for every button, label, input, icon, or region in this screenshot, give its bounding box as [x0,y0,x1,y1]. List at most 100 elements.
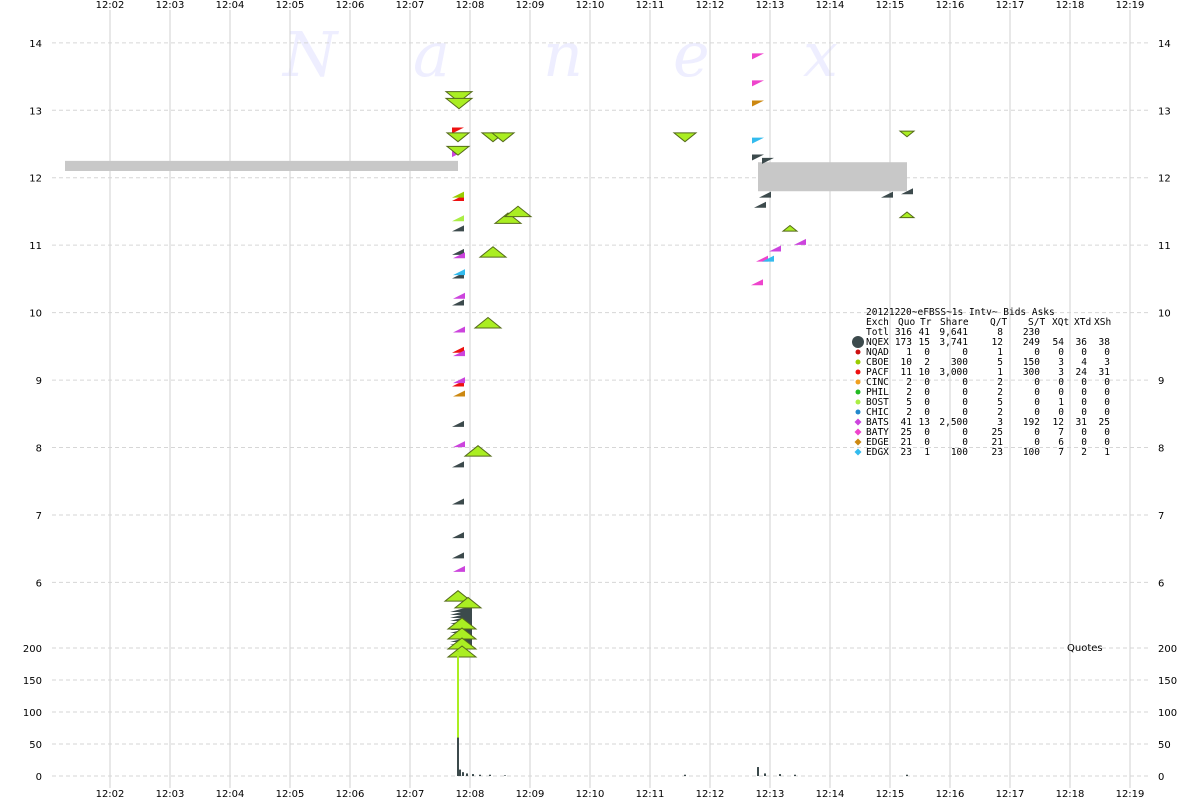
legend-cell: 100 [951,447,968,458]
legend-cell: 3 [1058,367,1064,378]
ask-quote-marker [752,80,764,87]
legend-cell: 0 [1034,407,1040,418]
legend-cell: 8 [997,327,1003,338]
legend-cell: 12 [992,337,1003,348]
bid-quote-marker [452,498,464,505]
x-tick-label-top: 12:10 [576,0,605,11]
legend-cell: BOST [866,397,889,408]
legend-cell: 15 [919,337,930,348]
trade-marker [503,205,533,218]
legend-marker [855,389,861,395]
volume-bar [779,774,781,776]
legend-cell: 36 [1076,337,1088,348]
x-tick-label-top: 12:07 [396,0,425,11]
legend-column-header: XQt [1052,317,1069,328]
volume-tick-label-right: 0 [1158,772,1164,783]
legend-column-header: S/T [1028,317,1045,328]
bid-quote-marker [452,461,464,468]
x-tick-label-bottom: 12:11 [636,789,665,800]
price-tick-label-right: 13 [1158,106,1171,117]
legend-cell: BATY [866,427,889,438]
legend-cell: 3 [997,417,1003,428]
price-tick-label-right: 6 [1158,578,1164,589]
bid-quote-marker [453,441,465,448]
volume-bar [906,774,908,776]
legend-cell: 0 [1058,407,1064,418]
ask-quote-marker [452,127,464,134]
volume-bar [684,774,686,776]
legend-cell: 38 [1099,337,1111,348]
legend-cell: 1 [997,367,1003,378]
x-tick-label-bottom: 12:06 [336,789,365,800]
legend-cell: NQEX [866,337,889,348]
legend-marker [855,359,861,365]
legend-cell: CBOE [866,357,889,368]
trade-marker [493,212,523,224]
ask-quote-marker [752,100,764,107]
x-tick-label-bottom: 12:05 [276,789,305,800]
legend-cell: 316 [895,327,912,338]
legend-cell: 7 [1058,427,1064,438]
x-tick-label-bottom: 12:07 [396,789,425,800]
legend-cell: 0 [1081,347,1087,358]
legend-cell: 0 [962,377,968,388]
legend-cell: 2 [906,377,912,388]
x-tick-label-top: 12:16 [936,0,965,11]
bid-quote-marker [453,565,465,572]
bid-quote-marker [762,255,774,262]
legend-cell: 0 [962,347,968,358]
x-tick-label-bottom: 12:12 [696,789,725,800]
legend-cell: 173 [895,337,912,348]
volume-bar [489,774,491,776]
x-tick-label-top: 12:05 [276,0,305,11]
bid-quote-marker [453,252,465,259]
bid-quote-marker [452,225,464,232]
price-tick-label-left: 10 [29,309,42,320]
legend-cell: 12 [1053,417,1064,428]
bid-quote-marker [881,191,893,198]
legend-cell: 3,741 [939,337,968,348]
legend-cell: 0 [924,427,930,438]
legend-marker [855,349,861,355]
bid-quote-marker [452,215,464,222]
legend-marker [854,438,862,446]
legend-cell: 0 [1058,387,1064,398]
legend-cell: 1 [1104,447,1110,458]
trade-marker [898,130,916,138]
legend-marker [854,418,862,426]
legend-cell: 0 [1081,427,1087,438]
legend-cell: 3 [1104,357,1110,368]
legend-cell: Totl [866,327,889,338]
legend-column-header: Tr [920,317,932,328]
volume-tick-label-left: 100 [23,708,42,719]
legend-cell: 0 [1034,347,1040,358]
watermark-letter: x [803,18,838,91]
legend-cell: 0 [1104,397,1110,408]
legend-cell: 0 [1058,377,1064,388]
nbbo-band [65,160,458,171]
trade-marker [446,645,478,658]
volume-tick-label-right: 50 [1158,740,1171,751]
legend-cell: 0 [962,407,968,418]
legend-cell: 1 [906,347,912,358]
legend-title: 20121220~eFBSS~1s Intv~ Bids Asks [866,307,1055,318]
legend-cell: 0 [1034,387,1040,398]
bid-quote-marker [452,191,464,198]
legend-cell: 0 [1058,347,1064,358]
legend-cell: 2 [906,407,912,418]
price-tick-label-right: 11 [1158,241,1171,252]
bid-quote-marker [453,292,465,299]
volume-axis-label: Quotes [1067,643,1103,654]
legend-cell: 0 [962,427,968,438]
trade-marker [478,246,508,258]
volume-bar [466,773,468,776]
legend-cell: 230 [1023,327,1040,338]
x-tick-label-top: 12:02 [96,0,125,11]
x-tick-label-bottom: 12:19 [1116,789,1145,800]
legend-cell: PACF [866,367,889,378]
legend-cell: 11 [901,367,913,378]
watermark-letter: n [543,18,583,91]
volume-tick-label-right: 200 [1158,644,1177,655]
